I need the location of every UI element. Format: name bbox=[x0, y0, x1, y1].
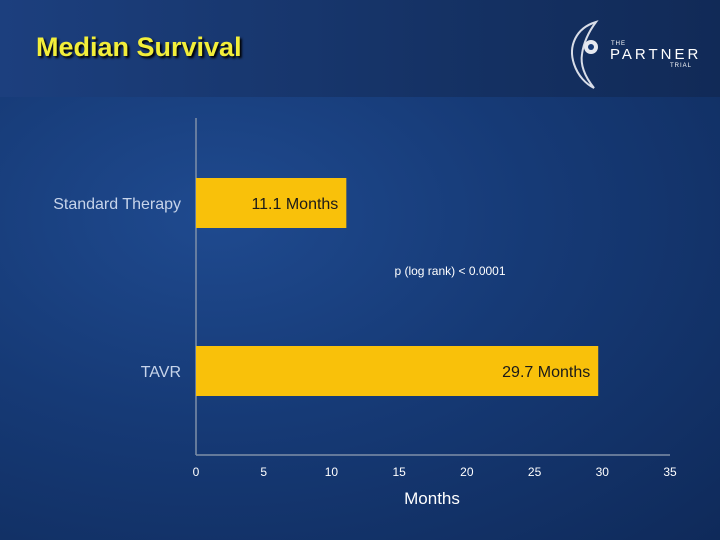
x-tick-label: 35 bbox=[663, 465, 677, 479]
category-label: Standard Therapy bbox=[53, 196, 181, 213]
x-tick-label: 0 bbox=[193, 465, 200, 479]
logo-trial-text: TRIAL bbox=[670, 63, 693, 69]
partner-trial-logo: THE PARTNER TRIAL bbox=[566, 18, 706, 90]
logo-the-text: THE bbox=[611, 41, 626, 47]
logo-name-text: PARTNER bbox=[610, 46, 702, 63]
x-axis-title: Months bbox=[404, 489, 460, 508]
category-label: TAVR bbox=[141, 364, 181, 381]
x-tick-label: 5 bbox=[260, 465, 267, 479]
bar-value-label: 29.7 Months bbox=[502, 364, 590, 381]
p-value-annotation: p (log rank) < 0.0001 bbox=[394, 264, 505, 278]
heart-valve-icon bbox=[571, 20, 599, 89]
bar-tavr bbox=[196, 346, 599, 396]
slide-title: Median Survival bbox=[36, 32, 242, 62]
x-tick-label: 25 bbox=[528, 465, 542, 479]
header-band bbox=[0, 0, 720, 97]
x-tick-label: 15 bbox=[392, 465, 406, 479]
x-tick-label: 20 bbox=[460, 465, 474, 479]
x-tick-label: 30 bbox=[596, 465, 610, 479]
x-tick-label: 10 bbox=[325, 465, 339, 479]
bar-standard-therapy bbox=[196, 178, 347, 228]
bar-value-label: 11.1 Months bbox=[251, 196, 338, 213]
